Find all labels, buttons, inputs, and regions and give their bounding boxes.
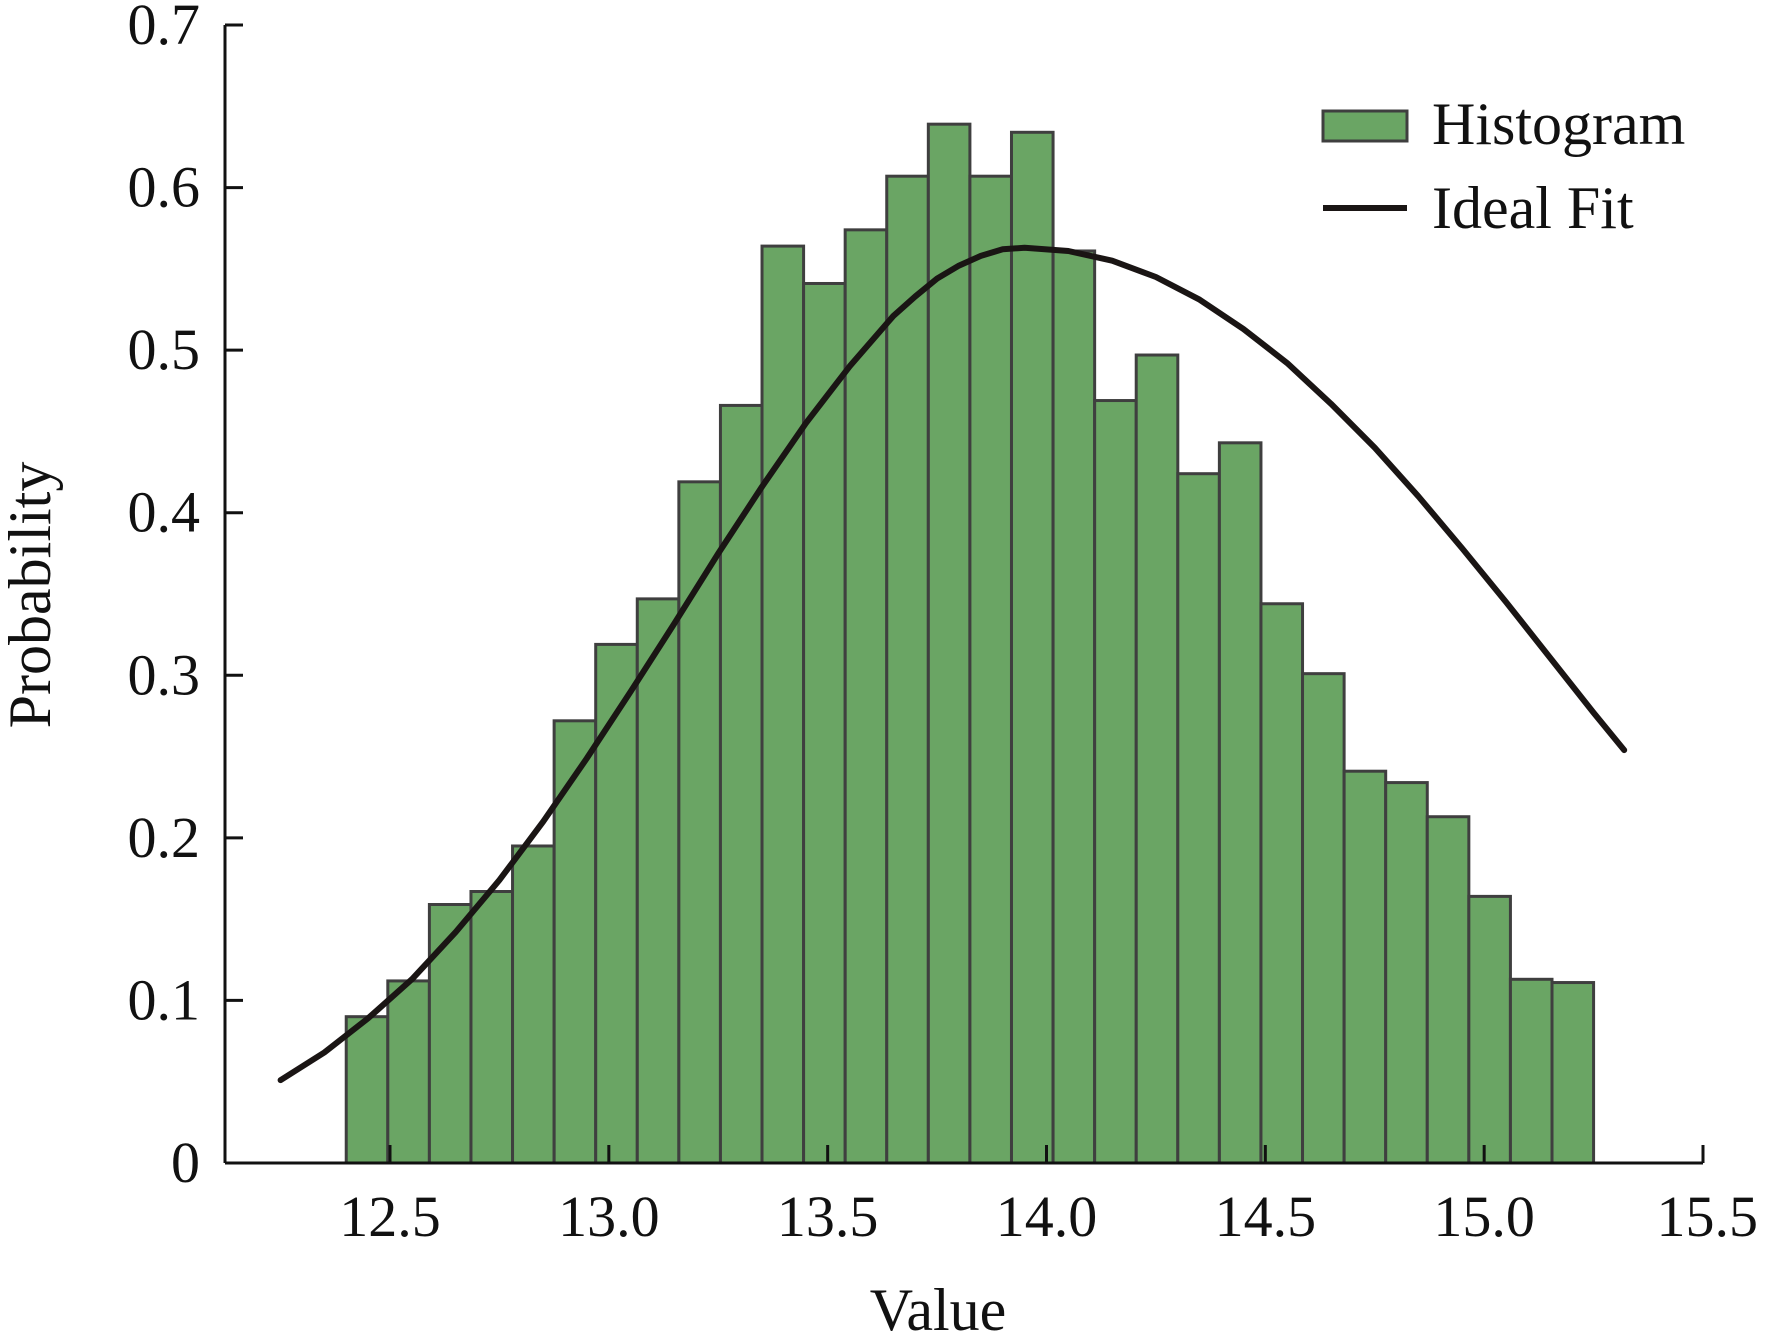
fit-line-layer [277, 244, 1628, 1084]
histogram-bar [386, 979, 431, 1165]
histogram-bar [677, 480, 722, 1165]
histogram-bar [594, 642, 639, 1165]
histogram-bar [1425, 815, 1471, 1165]
y-axis-title: Probability [0, 462, 63, 729]
x-tick-labels: 12.5 13.0 13.5 14.0 14.5 15.0 15.5 [339, 1184, 1758, 1249]
histogram-bar [344, 1015, 390, 1165]
histogram-bar [511, 844, 556, 1165]
y-tick-labels: 0 0.1 0.2 0.3 0.4 0.5 0.6 0.7 [128, 0, 201, 1195]
histogram-bar [760, 244, 806, 1165]
histogram-bar [635, 597, 681, 1165]
histogram-bar [427, 903, 473, 1165]
legend: Histogram Ideal Fit [1321, 91, 1685, 241]
ideal-fit-line [277, 244, 1628, 1084]
histogram-bar [968, 174, 1013, 1165]
x-tick-label: 14.5 [1215, 1184, 1317, 1249]
histogram-bar [469, 890, 515, 1165]
x-tick-label: 12.5 [339, 1184, 441, 1249]
x-tick-label: 13.0 [558, 1184, 660, 1249]
histogram-bar [1134, 353, 1180, 1165]
histogram-bar [1009, 130, 1055, 1165]
y-tick-label: 0.6 [128, 155, 201, 220]
y-tick-label: 0 [171, 1130, 200, 1195]
y-tick-label: 0.1 [128, 967, 201, 1032]
x-tick-label: 15.5 [1657, 1184, 1759, 1249]
x-tick-label: 15.0 [1433, 1184, 1535, 1249]
histogram-bars [344, 122, 1596, 1165]
histogram-bar [885, 174, 930, 1165]
histogram-bar [1217, 441, 1263, 1165]
legend-histogram-label: Histogram [1432, 91, 1685, 157]
x-tick-label: 14.0 [996, 1184, 1098, 1249]
y-tick-label: 0.4 [128, 480, 201, 545]
x-axis-title: Value [870, 1277, 1007, 1337]
histogram-bar [1301, 672, 1346, 1165]
histogram-bar [843, 228, 889, 1165]
y-tick-label: 0.3 [128, 642, 201, 707]
histogram-bar [1259, 602, 1305, 1165]
histogram-bar [1508, 977, 1554, 1165]
histogram-bar [1051, 249, 1097, 1165]
histogram-bar [1384, 781, 1429, 1165]
legend-histogram-swatch [1321, 109, 1409, 143]
y-tick-label: 0.7 [128, 0, 201, 57]
x-tick-label: 13.5 [777, 1184, 879, 1249]
histogram-bar [1342, 769, 1388, 1165]
y-tick-label: 0.2 [128, 805, 201, 870]
histogram-bar [1467, 894, 1512, 1165]
histogram-bar [1093, 399, 1138, 1165]
axes [223, 23, 1705, 1165]
histogram-bar [1550, 981, 1596, 1165]
histogram-bar [1176, 472, 1221, 1165]
legend-fit-label: Ideal Fit [1432, 175, 1634, 241]
histogram-bar [552, 719, 598, 1165]
y-tick-label: 0.5 [128, 317, 201, 382]
